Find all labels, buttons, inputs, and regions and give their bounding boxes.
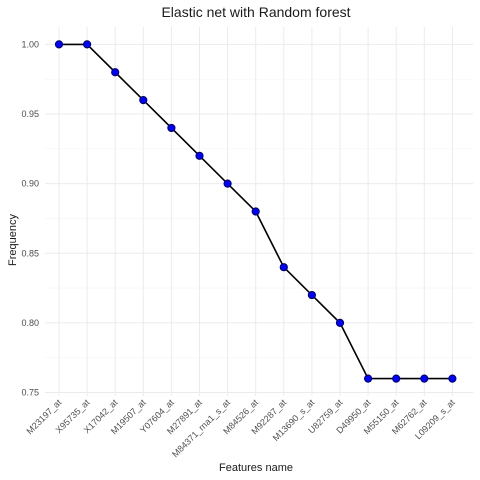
data-point — [111, 68, 120, 77]
y-tick-label: 0.90 — [21, 179, 39, 189]
data-point — [392, 374, 401, 383]
y-tick-label: 1.00 — [21, 39, 39, 49]
y-tick-label: 0.80 — [21, 318, 39, 328]
data-point — [251, 207, 260, 216]
grid — [45, 27, 473, 396]
data-point — [448, 374, 457, 383]
data-point — [54, 40, 64, 49]
y-axis-ticks: 0.75 0.80 0.85 0.90 0.95 1.00 — [21, 39, 39, 397]
data-point — [420, 374, 429, 383]
x-axis-ticks: M23197_atX95735_atX17042_atM19507_atY076… — [24, 397, 457, 459]
data-points — [54, 40, 457, 383]
y-tick-label: 0.85 — [21, 248, 39, 258]
data-point — [307, 290, 316, 300]
data-point — [167, 123, 176, 133]
data-point — [83, 40, 92, 49]
y-axis-title: Frequency — [7, 214, 19, 266]
data-point — [364, 374, 373, 383]
y-tick-label: 0.75 — [21, 388, 39, 398]
data-point — [223, 179, 232, 188]
y-tick-label: 0.95 — [21, 109, 39, 119]
chart-title: Elastic net with Random forest — [161, 4, 350, 20]
data-point — [139, 96, 148, 105]
data-point — [279, 263, 288, 272]
x-axis-title: Features name — [219, 462, 293, 474]
data-point — [195, 151, 204, 160]
data-point — [335, 318, 345, 327]
